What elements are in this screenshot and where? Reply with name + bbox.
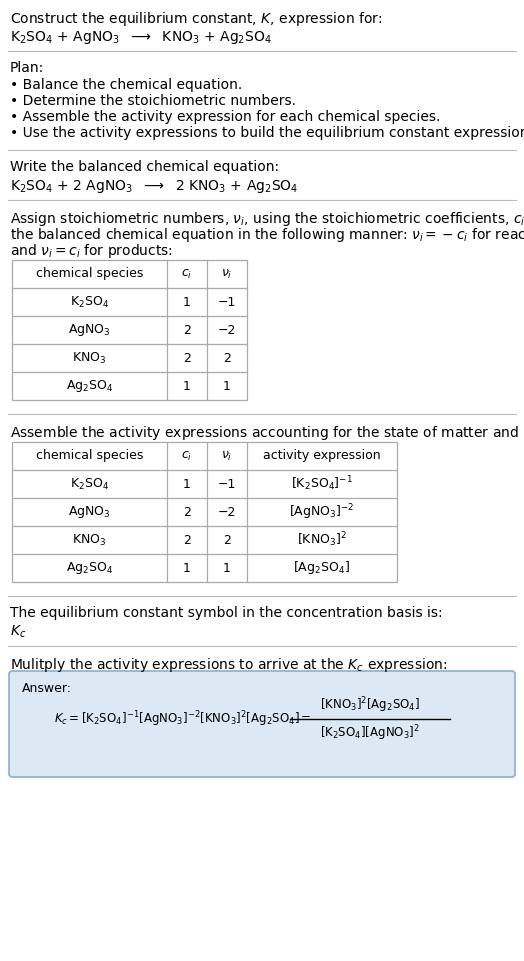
Text: $\mathregular{AgNO_3}$: $\mathregular{AgNO_3}$	[68, 504, 111, 520]
Text: Write the balanced chemical equation:: Write the balanced chemical equation:	[10, 160, 279, 174]
Text: $\mathregular{K_2SO_4}$ + $\mathregular{AgNO_3}$  $\longrightarrow$  $\mathregul: $\mathregular{K_2SO_4}$ + $\mathregular{…	[10, 29, 272, 46]
Text: $\mathregular{K_2SO_4}$: $\mathregular{K_2SO_4}$	[70, 477, 109, 491]
Text: activity expression: activity expression	[263, 450, 381, 462]
Text: $\mathregular{K_2SO_4}$ + 2 $\mathregular{AgNO_3}$  $\longrightarrow$  2 $\mathr: $\mathregular{K_2SO_4}$ + 2 $\mathregula…	[10, 178, 299, 195]
Text: $c_i$: $c_i$	[181, 450, 193, 462]
Text: 2: 2	[223, 533, 231, 547]
Text: $\nu_i$: $\nu_i$	[221, 450, 233, 462]
Text: 2: 2	[183, 352, 191, 364]
Text: Mulitply the activity expressions to arrive at the $K_c$ expression:: Mulitply the activity expressions to arr…	[10, 656, 447, 674]
Text: the balanced chemical equation in the following manner: $\nu_i = -c_i$ for react: the balanced chemical equation in the fo…	[10, 226, 524, 244]
Text: 1: 1	[223, 561, 231, 575]
Text: 1: 1	[223, 380, 231, 392]
Text: • Assemble the activity expression for each chemical species.: • Assemble the activity expression for e…	[10, 110, 440, 124]
Text: The equilibrium constant symbol in the concentration basis is:: The equilibrium constant symbol in the c…	[10, 606, 443, 620]
Text: and $\nu_i = c_i$ for products:: and $\nu_i = c_i$ for products:	[10, 242, 173, 260]
Text: • Balance the chemical equation.: • Balance the chemical equation.	[10, 78, 242, 92]
Text: • Use the activity expressions to build the equilibrium constant expression.: • Use the activity expressions to build …	[10, 126, 524, 140]
Text: $\mathregular{Ag_2SO_4}$: $\mathregular{Ag_2SO_4}$	[66, 378, 113, 394]
Text: $\mathregular{Ag_2SO_4}$: $\mathregular{Ag_2SO_4}$	[66, 560, 113, 576]
Text: 2: 2	[223, 352, 231, 364]
Text: $\nu_i$: $\nu_i$	[221, 267, 233, 281]
Text: $c_i$: $c_i$	[181, 267, 193, 281]
Text: 1: 1	[183, 478, 191, 490]
Text: $[\mathregular{K_2SO_4}] [\mathregular{AgNO_3}]^{2}$: $[\mathregular{K_2SO_4}] [\mathregular{A…	[320, 724, 420, 743]
Text: • Determine the stoichiometric numbers.: • Determine the stoichiometric numbers.	[10, 94, 296, 108]
Text: Assign stoichiometric numbers, $\nu_i$, using the stoichiometric coefficients, $: Assign stoichiometric numbers, $\nu_i$, …	[10, 210, 524, 228]
Text: $[\mathregular{KNO_3}]^{2} [\mathregular{Ag_2SO_4}]$: $[\mathregular{KNO_3}]^{2} [\mathregular…	[320, 695, 420, 715]
FancyBboxPatch shape	[9, 671, 515, 777]
Text: 1: 1	[183, 380, 191, 392]
Text: Assemble the activity expressions accounting for the state of matter and $\nu_i$: Assemble the activity expressions accoun…	[10, 424, 524, 442]
Text: −2: −2	[218, 324, 236, 336]
Text: Plan:: Plan:	[10, 61, 44, 75]
Text: 2: 2	[183, 324, 191, 336]
Bar	[12, 442, 397, 582]
Text: $\mathregular{K_2SO_4}$: $\mathregular{K_2SO_4}$	[70, 294, 109, 309]
Text: $\mathregular{KNO_3}$: $\mathregular{KNO_3}$	[72, 351, 107, 365]
Text: Construct the equilibrium constant, $K$, expression for:: Construct the equilibrium constant, $K$,…	[10, 10, 383, 28]
Text: chemical species: chemical species	[36, 267, 143, 281]
Text: 1: 1	[183, 561, 191, 575]
Text: $[\mathregular{K_2SO_4}]^{-1}$: $[\mathregular{K_2SO_4}]^{-1}$	[291, 475, 353, 493]
Text: 1: 1	[183, 295, 191, 308]
Text: $\mathregular{AgNO_3}$: $\mathregular{AgNO_3}$	[68, 322, 111, 338]
Text: $K_c$: $K_c$	[10, 624, 26, 640]
Text: 2: 2	[183, 505, 191, 519]
Text: −1: −1	[218, 478, 236, 490]
Text: chemical species: chemical species	[36, 450, 143, 462]
Text: $\mathregular{KNO_3}$: $\mathregular{KNO_3}$	[72, 532, 107, 548]
Text: Answer:: Answer:	[22, 682, 72, 695]
Text: $K_c = [\mathregular{K_2SO_4}]^{-1} [\mathregular{AgNO_3}]^{-2} [\mathregular{KN: $K_c = [\mathregular{K_2SO_4}]^{-1} [\ma…	[54, 709, 312, 728]
Text: 2: 2	[183, 533, 191, 547]
Text: −2: −2	[218, 505, 236, 519]
Text: −1: −1	[218, 295, 236, 308]
Bar	[12, 260, 247, 400]
Text: $[\mathregular{AgNO_3}]^{-2}$: $[\mathregular{AgNO_3}]^{-2}$	[289, 503, 355, 522]
Text: $[\mathregular{KNO_3}]^{2}$: $[\mathregular{KNO_3}]^{2}$	[297, 530, 347, 550]
Text: $[\mathregular{Ag_2SO_4}]$: $[\mathregular{Ag_2SO_4}]$	[293, 559, 351, 577]
